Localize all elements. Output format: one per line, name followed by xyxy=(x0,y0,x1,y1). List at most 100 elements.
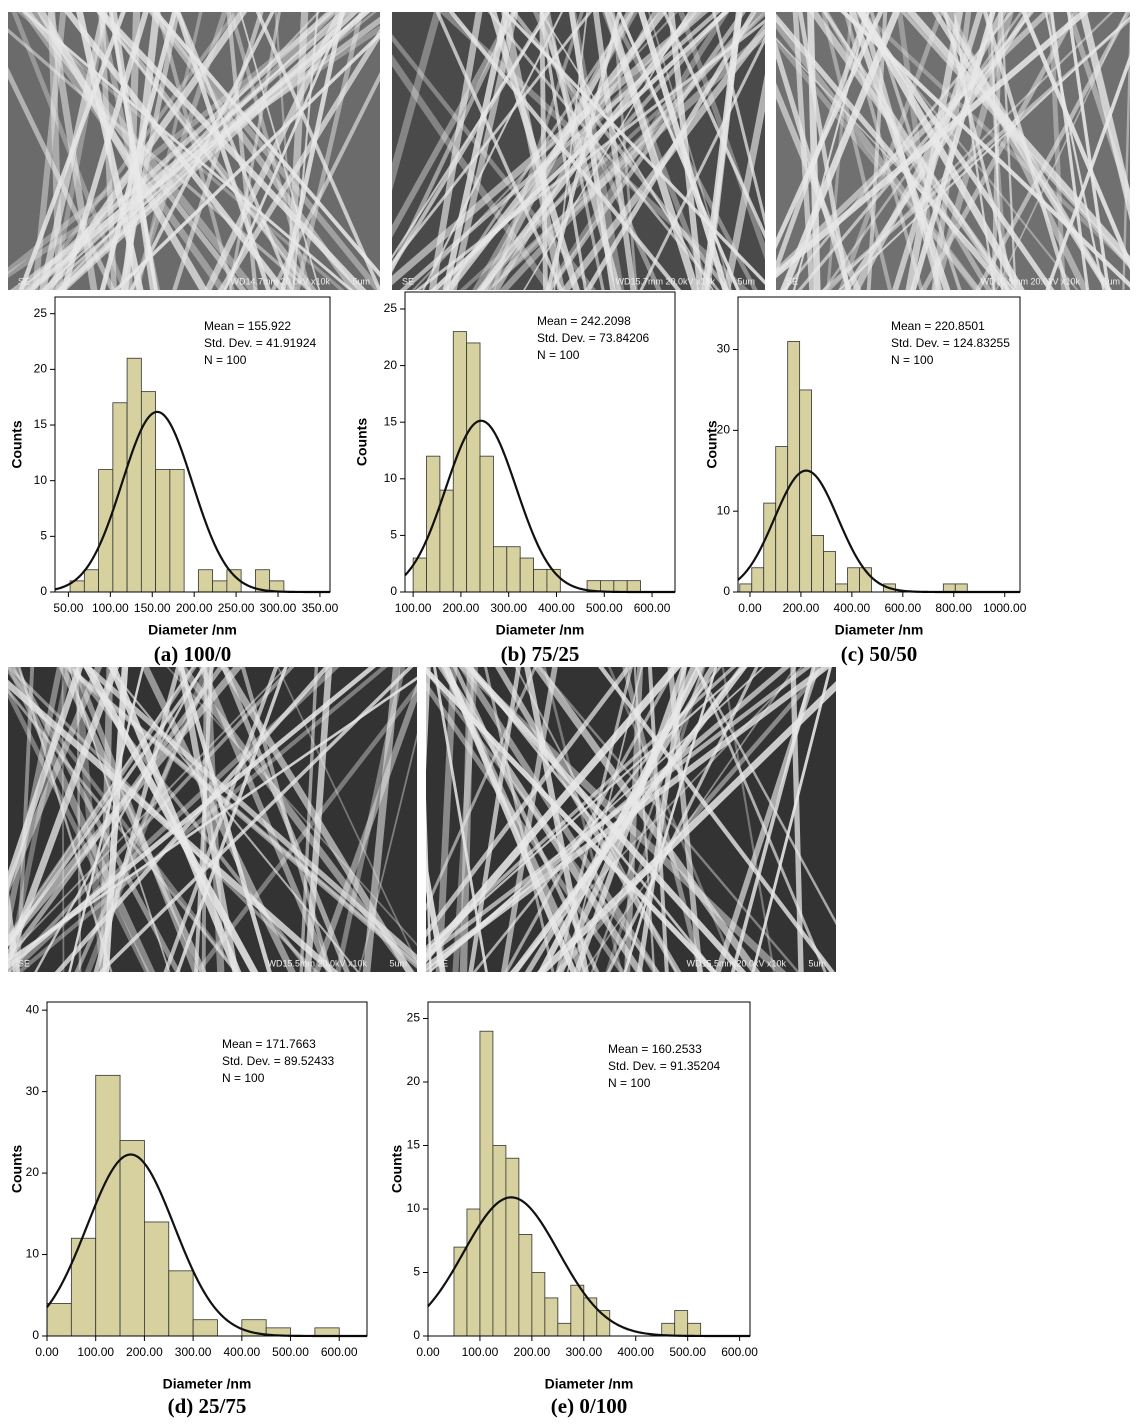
bar xyxy=(739,583,753,593)
x-axis-title: Diameter /nm xyxy=(496,622,585,638)
fiber xyxy=(108,667,242,972)
y-tick-label: 20 xyxy=(407,1074,421,1088)
x-tick-label: 300.00 xyxy=(260,601,297,615)
bar xyxy=(479,1030,494,1337)
fiber xyxy=(11,12,128,290)
bar xyxy=(314,1327,340,1337)
x-tick-label: 200.00 xyxy=(783,601,820,615)
fiber xyxy=(299,667,319,972)
fiber xyxy=(536,681,836,972)
bar xyxy=(519,557,534,593)
x-tick-label: 200.00 xyxy=(126,1345,163,1359)
fiber xyxy=(108,12,158,290)
y-tick-label: 15 xyxy=(384,414,398,428)
plot-frame xyxy=(404,291,676,593)
sem-scale: 5um xyxy=(352,276,370,286)
fiber xyxy=(478,12,728,290)
bar xyxy=(212,580,228,593)
fit-annotation: Std. Dev. = 89.52433 xyxy=(222,1054,335,1068)
fiber xyxy=(52,12,338,290)
y-tick-label: 10 xyxy=(717,503,731,517)
fiber xyxy=(221,667,350,972)
fit-annotation: Mean = 155.922 xyxy=(204,319,291,333)
x-axis-title: Diameter /nm xyxy=(835,622,924,638)
y-tick-label: 5 xyxy=(413,1265,420,1279)
fit-annotation: N = 100 xyxy=(608,1076,651,1090)
fiber xyxy=(546,12,605,290)
y-axis-title: Counts xyxy=(9,1145,25,1193)
fiber xyxy=(472,12,638,290)
fiber xyxy=(920,12,1079,290)
fiber xyxy=(982,12,1071,290)
bar xyxy=(493,546,508,593)
fiber xyxy=(428,12,483,290)
y-tick-label: 10 xyxy=(384,471,398,485)
fiber xyxy=(8,686,150,972)
bar xyxy=(46,1303,72,1337)
fiber xyxy=(228,12,281,290)
fiber xyxy=(851,12,1007,290)
fiber xyxy=(8,66,116,290)
fiber xyxy=(36,12,208,290)
y-axis-title: Counts xyxy=(354,418,370,466)
x-tick-label: 400.00 xyxy=(223,1345,260,1359)
bar xyxy=(197,569,214,593)
fiber xyxy=(63,667,417,969)
fiber xyxy=(8,884,20,972)
plot-frame xyxy=(54,296,331,593)
fiber xyxy=(776,12,884,250)
x-tick-label: 1000.00 xyxy=(983,601,1027,615)
y-tick-label: 20 xyxy=(26,1165,40,1179)
fiber xyxy=(776,36,982,290)
x-tick-label: 500.00 xyxy=(669,1345,706,1359)
bar xyxy=(169,469,185,593)
fiber xyxy=(8,667,295,972)
y-tick-label: 25 xyxy=(34,306,48,320)
fiber xyxy=(543,667,623,972)
fiber xyxy=(8,679,339,972)
fiber xyxy=(426,797,432,972)
x-tick-label: 600.00 xyxy=(884,601,921,615)
sem-image: SE WD15.5mm 20.0kV x10k 5um xyxy=(8,667,417,972)
fiber xyxy=(479,12,635,290)
fiber xyxy=(72,667,107,972)
y-tick-label: 5 xyxy=(390,528,397,542)
fiber xyxy=(827,12,1114,290)
fit-annotation: Std. Dev. = 73.84206 xyxy=(537,331,650,345)
fiber xyxy=(568,12,625,290)
fiber xyxy=(392,12,442,191)
fiber xyxy=(585,12,757,290)
sem-detector: SE xyxy=(18,958,30,968)
fiber xyxy=(776,12,1052,277)
bar xyxy=(126,357,142,593)
y-tick-label: 0 xyxy=(413,1328,420,1342)
fiber xyxy=(179,667,272,972)
fiber xyxy=(48,12,64,290)
fiber xyxy=(448,12,682,290)
fiber xyxy=(426,857,446,972)
fiber xyxy=(537,667,704,972)
bar xyxy=(83,569,99,593)
caption: (e) 0/100 xyxy=(551,1394,627,1418)
bar xyxy=(557,1322,572,1337)
fiber xyxy=(392,12,551,260)
fiber xyxy=(163,667,279,972)
fiber xyxy=(8,667,377,970)
sem-image: SE WD15.5mm 20.0kV x10k 5um xyxy=(426,667,836,972)
caption: (c) 50/50 xyxy=(841,642,917,666)
fiber xyxy=(569,12,616,290)
bar xyxy=(613,580,628,593)
fit-annotation: N = 100 xyxy=(537,348,580,362)
bar xyxy=(751,567,765,593)
fiber xyxy=(953,12,996,290)
fiber xyxy=(8,667,103,896)
bar xyxy=(600,580,615,593)
sem-info: WD15.8mm 20.0kV x10k xyxy=(980,276,1080,286)
sem-info: WD15.7mm 20.0kV x10k xyxy=(615,276,715,286)
fiber xyxy=(392,12,518,238)
bar xyxy=(835,583,848,593)
x-tick-label: 400.00 xyxy=(617,1345,654,1359)
bar xyxy=(144,1221,170,1337)
